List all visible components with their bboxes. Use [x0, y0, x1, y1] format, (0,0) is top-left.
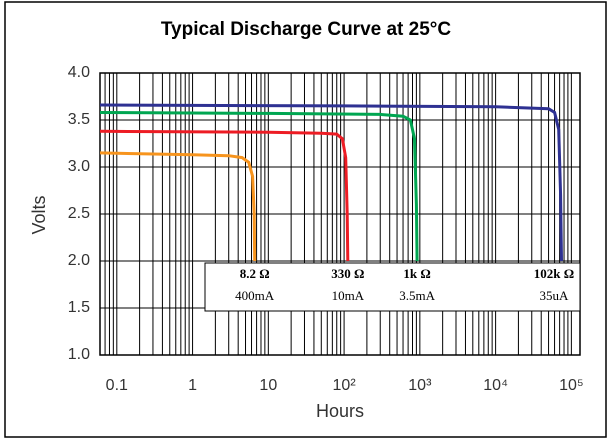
- legend-current: 400mA: [235, 288, 275, 303]
- y-tick-label: 2.0: [68, 252, 90, 269]
- y-tick-label: 3.0: [68, 158, 90, 175]
- line-series: [99, 111, 419, 262]
- legend: [204, 262, 581, 312]
- chart-title: Typical Discharge Curve at 25°C: [161, 19, 452, 40]
- y-tick-label: 4.0: [68, 64, 90, 81]
- line-series: [99, 151, 257, 262]
- legend-name: 330 Ω: [331, 266, 364, 281]
- x-tick-label: 10: [259, 377, 277, 394]
- legend-name: 1k Ω: [403, 266, 430, 281]
- legend-name: 102k Ω: [534, 266, 574, 281]
- y-axis-label: Volts: [29, 195, 49, 234]
- y-tick-label: 3.5: [68, 111, 90, 128]
- x-tick-label: 0.1: [106, 377, 128, 394]
- x-tick-label: 10⁴: [483, 377, 508, 394]
- y-tick-label: 1.5: [68, 299, 90, 316]
- line-series: [99, 103, 563, 262]
- legend-current: 3.5mA: [399, 288, 435, 303]
- legend-current: 35uA: [540, 288, 570, 303]
- legend-name: 8.2 Ω: [240, 266, 270, 281]
- legend-current: 10mA: [332, 288, 365, 303]
- x-tick-label: 1: [188, 377, 197, 394]
- x-tick-label: 10²: [333, 377, 357, 394]
- x-tick-label: 10⁵: [559, 377, 583, 394]
- line-series: [99, 129, 350, 262]
- y-tick-label: 1.0: [68, 346, 90, 363]
- x-tick-label: 10³: [408, 377, 432, 394]
- x-axis-label: Hours: [316, 401, 364, 421]
- y-tick-label: 2.5: [68, 205, 90, 222]
